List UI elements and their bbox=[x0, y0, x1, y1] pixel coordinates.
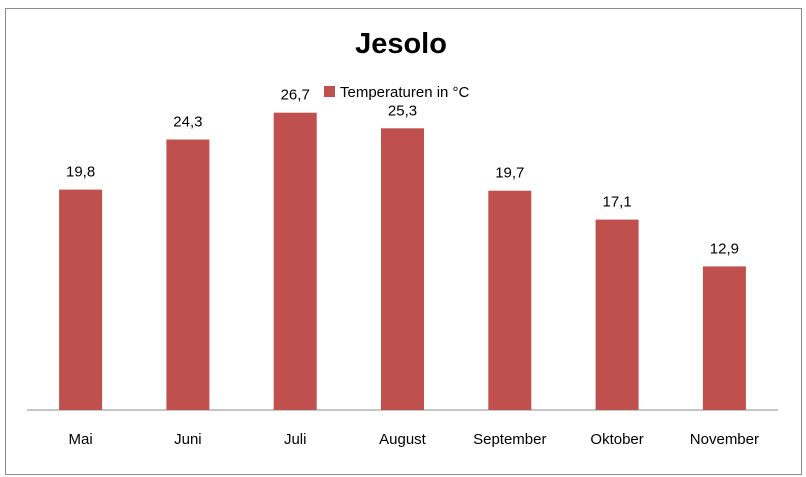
data-label-group: 19,8 24,3 26,7 25,3 19,7 17,1 12,9 bbox=[66, 87, 739, 258]
x-tick-label-mai: Mai bbox=[69, 431, 93, 448]
x-tick-label-september: September bbox=[473, 431, 546, 448]
data-label-oktober: 17,1 bbox=[602, 194, 631, 211]
bar-november bbox=[702, 266, 746, 410]
x-tick-label-juli: Juli bbox=[284, 431, 307, 448]
chart-title: Jesolo bbox=[355, 28, 447, 60]
x-tick-label-november: November bbox=[690, 431, 759, 448]
bar-oktober bbox=[595, 219, 639, 410]
bar-juli bbox=[273, 112, 317, 410]
legend-swatch bbox=[324, 86, 335, 97]
x-tick-label-oktober: Oktober bbox=[590, 431, 643, 448]
x-tick-group: Mai Juni Juli August September Oktober Novembe… bbox=[69, 431, 759, 448]
bar-juni bbox=[166, 139, 210, 410]
bar-september bbox=[488, 190, 532, 410]
bar-august bbox=[381, 128, 424, 411]
legend: Temperaturen in °C bbox=[324, 84, 470, 101]
data-label-august: 25,3 bbox=[388, 102, 417, 119]
data-label-juli: 26,7 bbox=[281, 87, 310, 104]
x-tick-label-juni: Juni bbox=[174, 431, 202, 448]
legend-label: Temperaturen in °C bbox=[340, 84, 470, 101]
bar-mai bbox=[59, 189, 103, 410]
data-label-september: 19,7 bbox=[495, 165, 524, 182]
bar-group bbox=[59, 112, 746, 411]
data-label-november: 12,9 bbox=[710, 240, 739, 257]
x-tick-label-august: August bbox=[379, 431, 427, 448]
data-label-juni: 24,3 bbox=[173, 114, 202, 131]
data-label-mai: 19,8 bbox=[66, 164, 95, 181]
